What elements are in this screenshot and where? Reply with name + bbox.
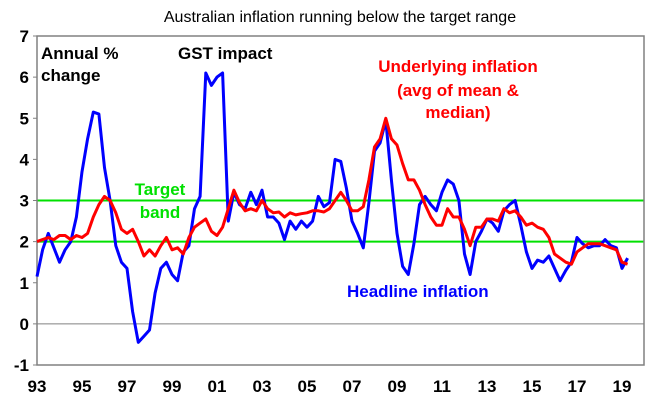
series-lines	[35, 71, 629, 344]
x-tick-label: 09	[388, 377, 407, 396]
y-tick-label: 7	[20, 27, 29, 46]
x-tick-label: 01	[208, 377, 227, 396]
target-annotation-line2: band	[140, 203, 181, 222]
target-band-lines	[37, 199, 644, 243]
underlying-annotation-line2: (avg of mean &	[397, 81, 519, 100]
headline-annotation: Headline inflation	[347, 282, 489, 301]
headline-inflation-line	[35, 71, 629, 344]
x-tick-label: 99	[163, 377, 182, 396]
underlying-inflation-line	[36, 116, 629, 266]
y-tick-label: 6	[20, 68, 29, 87]
target-annotation-line1: Target	[135, 180, 186, 199]
ylabel-annotation-line1: Annual %	[41, 44, 118, 63]
x-axis-ticks: 93 95 97 99 01 03 05 07 09 11 13 15 17 19	[28, 377, 632, 396]
y-tick-label: 1	[20, 274, 29, 293]
x-tick-label: 11	[433, 377, 451, 396]
y-tick-label: 5	[20, 109, 29, 128]
underlying-annotation-line1: Underlying inflation	[378, 57, 538, 76]
y-tick-label: 2	[20, 233, 29, 252]
x-tick-label: 17	[568, 377, 587, 396]
y-tick-label: 4	[20, 150, 30, 169]
x-tick-label: 97	[118, 377, 137, 396]
x-tick-label: 93	[28, 377, 47, 396]
underlying-annotation-line3: median)	[425, 103, 490, 122]
y-tick-label: 0	[20, 315, 29, 334]
ylabel-annotation-line2: change	[41, 66, 101, 85]
x-tick-label: 19	[613, 377, 632, 396]
y-axis-ticks: -1 0 1 2 3 4 5 6 7	[14, 27, 37, 375]
x-tick-label: 07	[343, 377, 362, 396]
x-tick-label: 95	[73, 377, 92, 396]
x-tick-label: 03	[253, 377, 272, 396]
x-tick-label: 13	[478, 377, 497, 396]
chart-title: Australian inflation running below the t…	[164, 9, 516, 26]
x-tick-label: 15	[523, 377, 542, 396]
gst-annotation: GST impact	[178, 44, 273, 63]
x-tick-label: 05	[298, 377, 317, 396]
y-tick-label: -1	[14, 356, 29, 375]
y-tick-label: 3	[20, 192, 29, 211]
